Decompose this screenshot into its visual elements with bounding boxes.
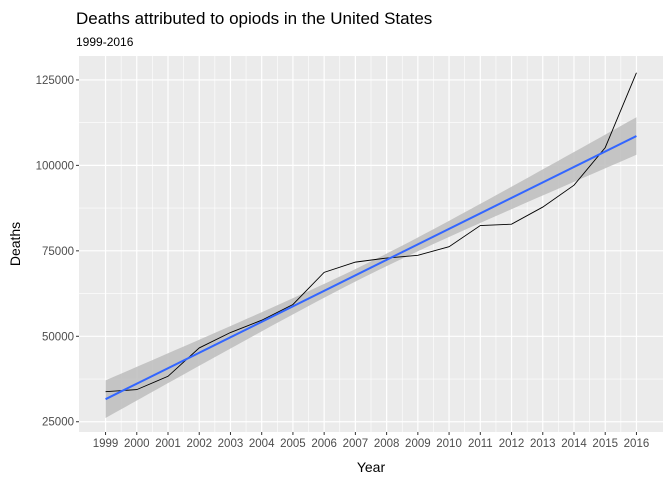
x-tick-label: 2006 xyxy=(311,438,337,450)
x-tick-label: 1999 xyxy=(93,438,119,450)
y-tick-label: 75000 xyxy=(42,246,74,258)
x-tick-label: 2005 xyxy=(280,438,306,450)
x-axis-title: Year xyxy=(357,459,386,475)
chart-subtitle: 1999-2016 xyxy=(76,35,134,49)
x-tick-label: 2001 xyxy=(155,438,181,450)
series-line-deaths xyxy=(105,72,637,393)
y-axis: 25000 50000 75000 100000 125000 xyxy=(36,75,79,429)
x-axis: 1999 2000 2001 2002 2003 2004 2005 2006 2007 2008… xyxy=(93,432,650,450)
grid-major xyxy=(79,56,663,432)
x-tick-label: 2016 xyxy=(624,438,650,450)
x-tick-label: 2009 xyxy=(405,438,431,450)
x-tick-label: 2010 xyxy=(436,438,462,450)
x-tick-label: 2003 xyxy=(218,438,244,450)
y-tick-label: 100000 xyxy=(36,160,74,172)
x-tick-label: 2013 xyxy=(530,438,556,450)
x-tick-label: 2012 xyxy=(499,438,525,450)
trend-line xyxy=(105,135,637,401)
chart-title: Deaths attributed to opiods in the Unite… xyxy=(76,9,432,28)
y-tick-label: 50000 xyxy=(42,331,74,343)
x-tick-label: 2008 xyxy=(374,438,400,450)
y-axis-title: Deaths xyxy=(7,222,23,266)
y-tick-label: 25000 xyxy=(42,417,74,429)
x-tick-label: 2014 xyxy=(561,438,587,450)
x-tick-label: 2000 xyxy=(124,438,150,450)
x-tick-label: 2015 xyxy=(592,438,618,450)
x-tick-label: 2004 xyxy=(249,438,275,450)
y-tick-label: 125000 xyxy=(36,75,74,87)
x-tick-label: 2007 xyxy=(343,438,369,450)
x-tick-label: 2011 xyxy=(468,438,493,450)
x-tick-label: 2002 xyxy=(186,438,212,450)
